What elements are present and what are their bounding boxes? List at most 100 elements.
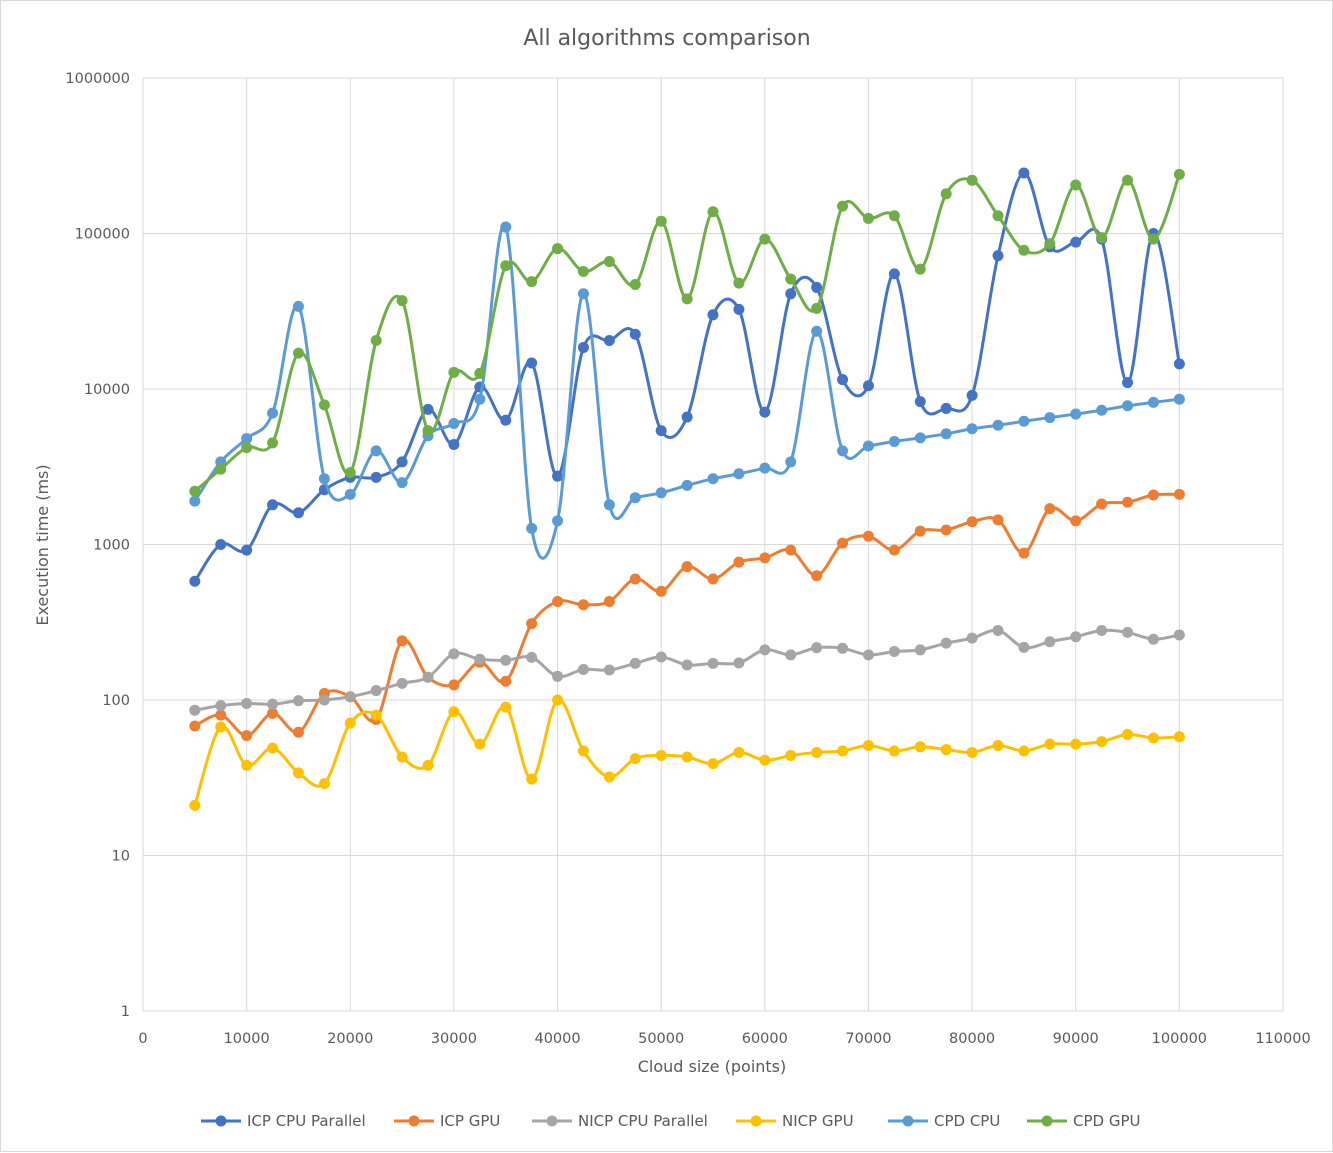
data-point-nicp-gpu bbox=[318, 778, 330, 790]
data-point-nicp-gpu bbox=[811, 746, 823, 758]
data-point-icp-cpu-parallel bbox=[940, 402, 952, 414]
data-point-cpd-cpu bbox=[370, 445, 382, 457]
chart-title: All algorithms comparison bbox=[523, 26, 810, 51]
series bbox=[189, 167, 1185, 811]
x-tick-label: 100000 bbox=[1152, 1031, 1207, 1047]
data-point-nicp-cpu-parallel bbox=[759, 644, 771, 656]
data-point-icp-cpu-parallel bbox=[422, 403, 434, 415]
data-point-nicp-gpu bbox=[1147, 732, 1159, 744]
data-point-icp-cpu-parallel bbox=[189, 575, 201, 587]
data-point-nicp-cpu-parallel bbox=[914, 644, 926, 656]
x-tick-label: 60000 bbox=[742, 1031, 788, 1047]
data-point-icp-cpu-parallel bbox=[811, 281, 823, 293]
data-point-cpd-cpu bbox=[992, 419, 1004, 431]
data-point-nicp-gpu bbox=[189, 799, 201, 811]
data-point-cpd-gpu bbox=[396, 295, 408, 307]
data-point-cpd-cpu bbox=[837, 445, 849, 457]
data-point-cpd-gpu bbox=[733, 277, 745, 289]
legend-entry-cpd-cpu: CPD CPU bbox=[888, 1112, 1000, 1130]
y-axis-title: Execution time (ms) bbox=[33, 464, 52, 625]
data-point-cpd-gpu bbox=[422, 425, 434, 437]
data-point-icp-gpu bbox=[992, 514, 1004, 526]
data-point-cpd-cpu bbox=[474, 393, 486, 405]
data-point-nicp-gpu bbox=[862, 739, 874, 751]
data-point-nicp-cpu-parallel bbox=[681, 659, 693, 671]
data-point-nicp-gpu bbox=[1096, 736, 1108, 748]
legend-label: NICP GPU bbox=[782, 1112, 854, 1130]
data-point-nicp-gpu bbox=[681, 751, 693, 763]
data-point-nicp-gpu bbox=[992, 739, 1004, 751]
data-point-cpd-cpu bbox=[1147, 396, 1159, 408]
data-point-icp-cpu-parallel bbox=[500, 414, 512, 426]
data-point-icp-gpu bbox=[759, 552, 771, 564]
x-tick-label: 0 bbox=[138, 1031, 147, 1047]
data-point-icp-cpu-parallel bbox=[914, 396, 926, 408]
data-point-icp-cpu-parallel bbox=[292, 507, 304, 519]
data-point-icp-cpu-parallel bbox=[862, 380, 874, 392]
data-point-icp-gpu bbox=[733, 556, 745, 568]
y-tick-label: 1000000 bbox=[65, 71, 130, 87]
data-point-icp-gpu bbox=[267, 707, 279, 719]
data-point-nicp-cpu-parallel bbox=[267, 698, 279, 710]
data-point-cpd-gpu bbox=[189, 485, 201, 497]
data-point-icp-gpu bbox=[241, 730, 253, 742]
legend-label: ICP CPU Parallel bbox=[247, 1112, 366, 1130]
data-point-cpd-gpu bbox=[785, 273, 797, 285]
data-point-icp-cpu-parallel bbox=[733, 303, 745, 315]
data-point-cpd-gpu bbox=[577, 265, 589, 277]
data-point-nicp-cpu-parallel bbox=[500, 654, 512, 666]
data-point-cpd-cpu bbox=[914, 432, 926, 444]
data-point-cpd-cpu bbox=[629, 492, 641, 504]
data-point-cpd-gpu bbox=[292, 347, 304, 359]
x-tick-label: 20000 bbox=[327, 1031, 373, 1047]
data-point-nicp-gpu bbox=[1044, 738, 1056, 750]
data-point-cpd-cpu bbox=[577, 288, 589, 300]
data-point-icp-gpu bbox=[1096, 498, 1108, 510]
x-tick-label: 90000 bbox=[1053, 1031, 1099, 1047]
data-point-cpd-cpu bbox=[759, 462, 771, 474]
data-point-icp-cpu-parallel bbox=[370, 471, 382, 483]
data-point-nicp-gpu bbox=[344, 717, 356, 729]
data-point-nicp-cpu-parallel bbox=[888, 646, 900, 658]
data-point-nicp-cpu-parallel bbox=[655, 651, 667, 663]
data-point-nicp-gpu bbox=[422, 759, 434, 771]
data-point-nicp-gpu bbox=[629, 753, 641, 765]
data-point-nicp-cpu-parallel bbox=[552, 670, 564, 682]
data-point-icp-gpu bbox=[1173, 488, 1185, 500]
data-point-nicp-cpu-parallel bbox=[1070, 631, 1082, 643]
data-point-nicp-cpu-parallel bbox=[707, 657, 719, 669]
data-point-cpd-cpu bbox=[396, 477, 408, 489]
y-tick-label: 10000 bbox=[84, 382, 130, 398]
data-point-nicp-gpu bbox=[474, 738, 486, 750]
legend-entry-nicp-cpu-parallel: NICP CPU Parallel bbox=[532, 1112, 708, 1130]
data-point-icp-gpu bbox=[888, 544, 900, 556]
data-point-icp-gpu bbox=[707, 573, 719, 585]
data-point-nicp-gpu bbox=[577, 745, 589, 757]
data-point-cpd-cpu bbox=[862, 440, 874, 452]
data-point-nicp-cpu-parallel bbox=[966, 632, 978, 644]
data-point-icp-cpu-parallel bbox=[837, 374, 849, 386]
data-point-nicp-cpu-parallel bbox=[1096, 624, 1108, 636]
data-point-icp-cpu-parallel bbox=[577, 341, 589, 353]
data-point-icp-cpu-parallel bbox=[241, 544, 253, 556]
data-point-cpd-gpu bbox=[267, 437, 279, 449]
legend-swatch-marker bbox=[546, 1115, 558, 1127]
data-point-icp-gpu bbox=[292, 726, 304, 738]
data-point-nicp-cpu-parallel bbox=[785, 649, 797, 661]
data-point-cpd-cpu bbox=[785, 456, 797, 468]
data-point-nicp-gpu bbox=[448, 706, 460, 718]
y-tick-label: 100000 bbox=[75, 227, 130, 243]
data-point-nicp-cpu-parallel bbox=[241, 697, 253, 709]
data-point-icp-cpu-parallel bbox=[215, 539, 227, 550]
series-line-cpd-cpu bbox=[193, 223, 1180, 560]
data-point-nicp-gpu bbox=[396, 751, 408, 763]
data-point-icp-cpu-parallel bbox=[526, 357, 538, 369]
data-point-nicp-cpu-parallel bbox=[1173, 629, 1185, 641]
data-point-nicp-gpu bbox=[241, 759, 253, 771]
data-point-icp-gpu bbox=[862, 530, 874, 542]
series-line-cpd-gpu bbox=[193, 173, 1181, 493]
data-point-nicp-gpu bbox=[370, 709, 382, 721]
data-point-cpd-cpu bbox=[888, 435, 900, 447]
data-point-cpd-cpu bbox=[552, 515, 564, 527]
data-point-nicp-cpu-parallel bbox=[1044, 636, 1056, 648]
